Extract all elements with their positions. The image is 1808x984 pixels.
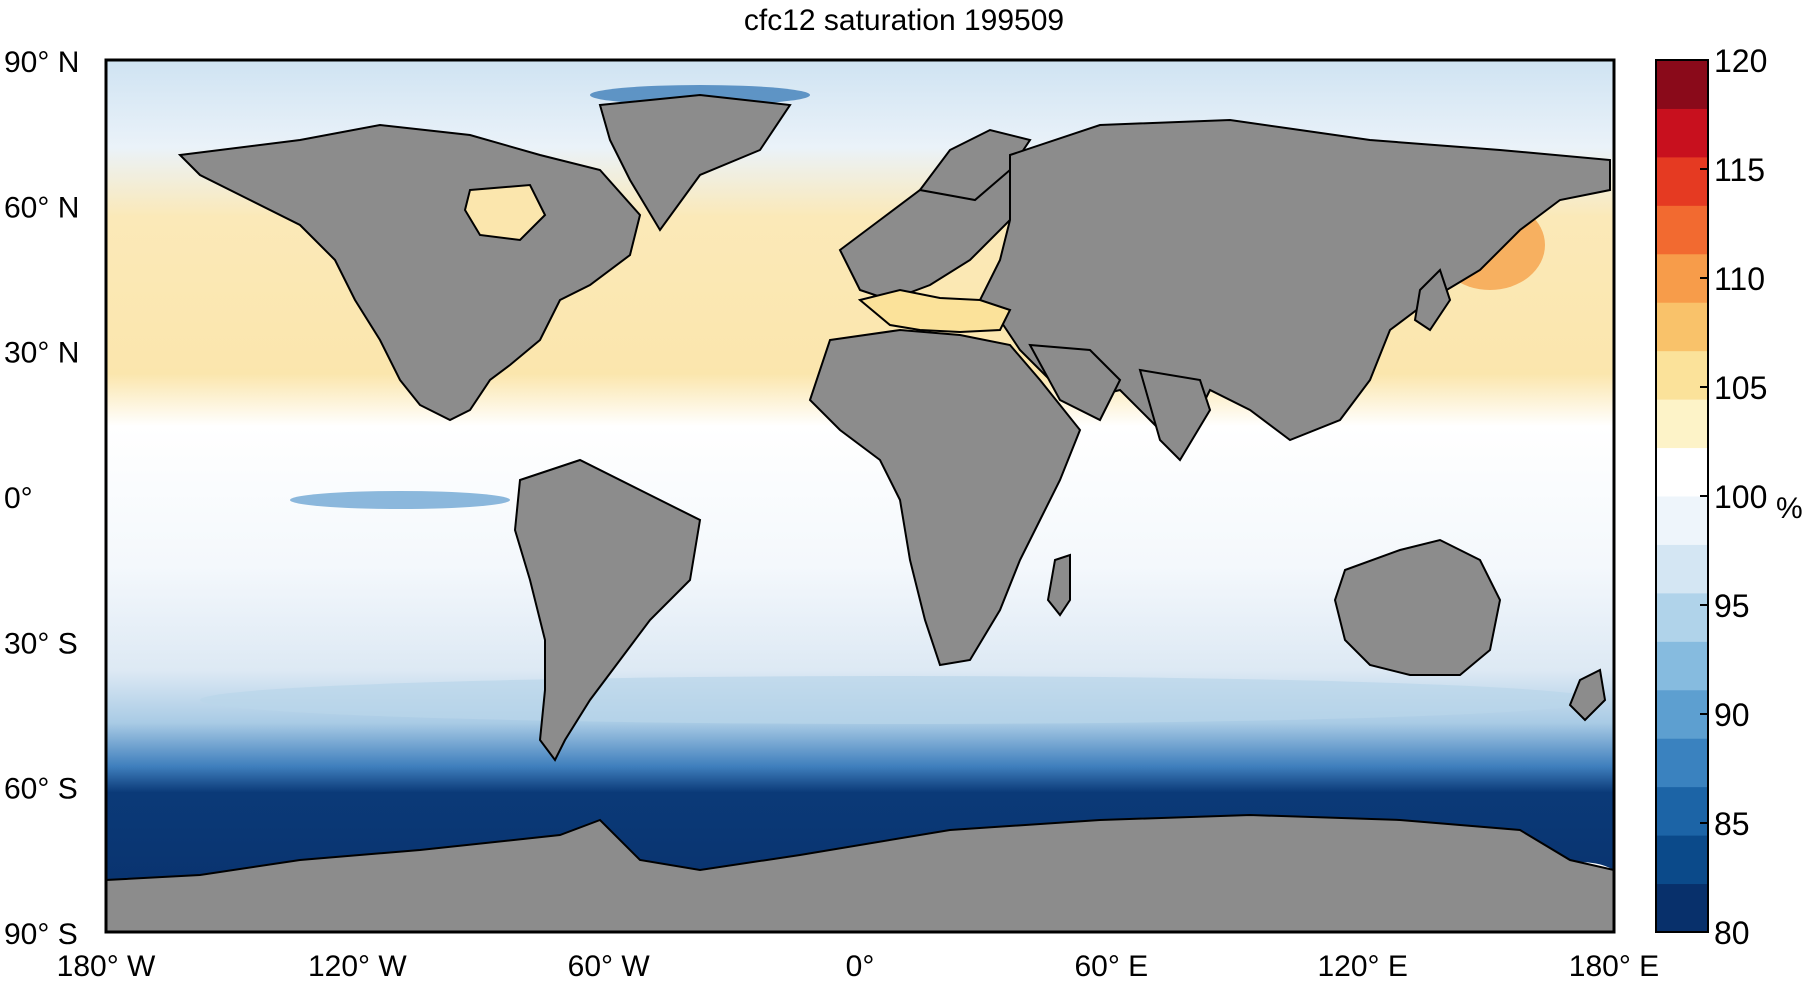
lon-tick-label: 120° W <box>308 950 407 983</box>
india <box>1138 368 1212 462</box>
colorbar-unit: % <box>1776 492 1803 525</box>
colorbar-segment <box>1656 60 1708 109</box>
colorbar-segment <box>1656 544 1708 594</box>
colorbar-segment <box>1656 592 1708 642</box>
greenland <box>598 93 792 232</box>
southern-ocean-midband <box>200 676 1600 724</box>
scandinavia <box>918 128 1032 202</box>
colorbar-tick-label: 100 <box>1714 479 1767 515</box>
colorbar-segment <box>1656 738 1708 788</box>
antarctica <box>105 813 1615 933</box>
lon-tick-label: 60° E <box>1074 950 1148 983</box>
equatorial-cold-tongue <box>290 491 510 509</box>
colorbar-segment <box>1656 786 1708 836</box>
lon-axis: 180° W 120° W 60° W 0° 60° E 120° E 180° E <box>57 950 1660 983</box>
colorbar-segment <box>1656 253 1708 303</box>
colorbar-tick-label: 105 <box>1714 370 1767 406</box>
colorbar-tick-label: 85 <box>1714 806 1750 842</box>
colorbar-segment <box>1656 108 1708 158</box>
map-title: cfc12 saturation 199509 <box>743 4 1065 37</box>
lat-tick-label: 30° S <box>4 627 78 660</box>
arabia <box>1028 343 1122 422</box>
colorbar-tick-label: 115 <box>1714 152 1765 188</box>
colorbar-tick-label: 110 <box>1714 261 1765 297</box>
land-masses <box>105 93 1615 933</box>
colorbar-segment <box>1656 835 1708 885</box>
lat-tick-label: 60° N <box>4 191 79 224</box>
lat-tick-label: 90° S <box>4 918 78 951</box>
colorbar-tick-label: 95 <box>1714 588 1750 624</box>
hudson-bay <box>463 183 547 242</box>
new-zealand <box>1568 668 1607 722</box>
colorbar-segment <box>1656 883 1708 933</box>
lon-tick-label: 180° E <box>1569 950 1659 983</box>
colorbar-segment <box>1656 399 1708 449</box>
lat-tick-label: 60° S <box>4 773 78 806</box>
lon-tick-label: 0° <box>846 950 875 983</box>
lon-tick-label: 120° E <box>1317 950 1407 983</box>
lat-tick-label: 30° N <box>4 337 79 370</box>
lat-tick-label: 0° <box>4 482 33 515</box>
madagascar <box>1046 553 1071 617</box>
colorbar-segment <box>1656 447 1708 497</box>
colorbar-segment <box>1656 350 1708 400</box>
colorbar-segment <box>1656 689 1708 739</box>
colorbar-tick-label: 80 <box>1714 915 1750 951</box>
colorbar-segment <box>1656 205 1708 255</box>
africa <box>808 328 1082 667</box>
japan <box>1413 268 1452 332</box>
lon-tick-label: 180° W <box>57 950 156 983</box>
colorbar-ticks: 80 85 90 95 100 105 110 115 120 <box>1700 43 1767 951</box>
map-frame <box>104 58 1616 934</box>
colorbar-segment <box>1656 156 1708 206</box>
lon-tick-label: 60° W <box>568 950 651 983</box>
lat-tick-label: 90° N <box>4 46 79 79</box>
colorbar-segment <box>1656 641 1708 691</box>
colorbar-segment <box>1656 496 1708 545</box>
colorbar-segment <box>1656 302 1708 352</box>
lat-axis: 90° N 60° N 30° N 0° 30° S 60° S 90° S <box>4 46 79 951</box>
australia <box>1333 538 1502 676</box>
mediterranean-sea <box>857 288 1012 334</box>
colorbar-tick-label: 120 <box>1714 43 1767 79</box>
south-america <box>513 458 702 762</box>
asia <box>978 118 1611 452</box>
colorbar-tick-label: 90 <box>1714 697 1750 733</box>
colorbar <box>1655 59 1709 933</box>
